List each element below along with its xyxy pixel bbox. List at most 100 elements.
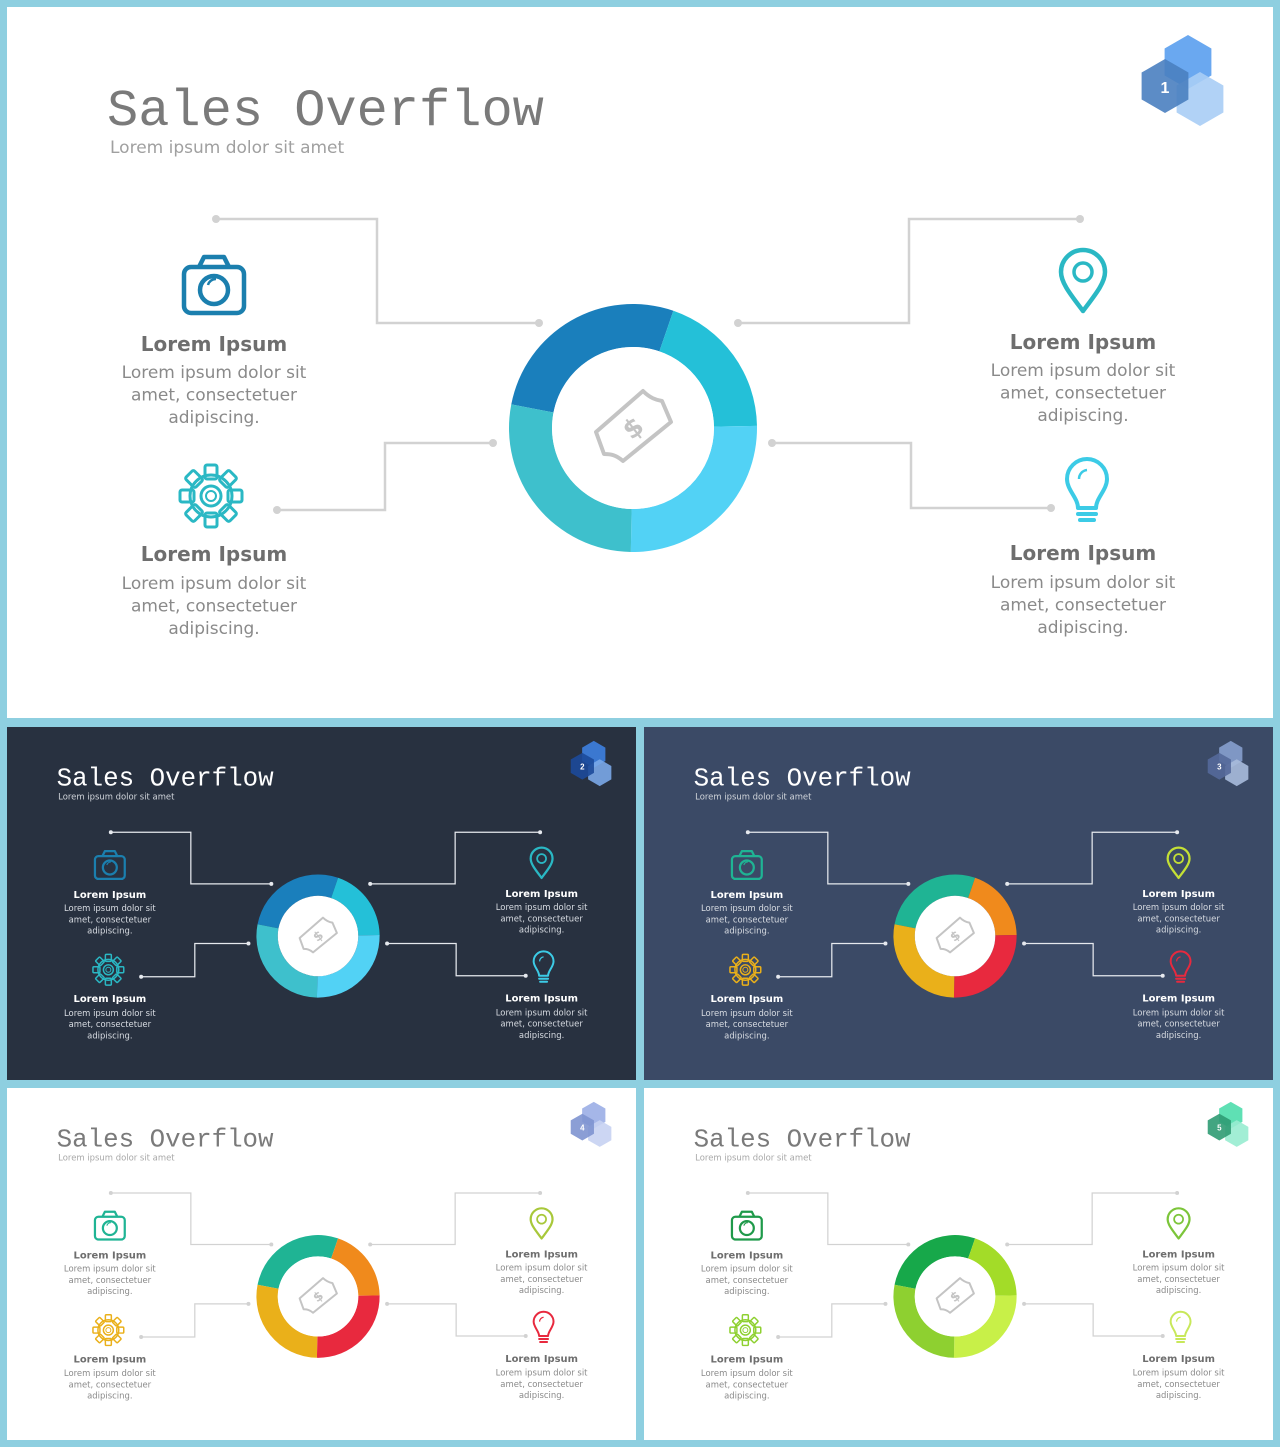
pin-icon [1166,846,1191,880]
ring-segment-3 [630,425,757,552]
ring-segment-2 [659,310,757,427]
connector-line-4 [387,942,526,977]
feature-description-line: amet, consectetuer [131,386,297,406]
slide-1: Sales Overflow Lorem ipsum dolor sit amet… [7,7,1273,718]
connector-line-2 [141,942,249,978]
slide-number-badge: 1 [1141,35,1224,126]
feature-description-line: amet, consectetuer [500,1379,583,1389]
feature-heading: Lorem Ipsum [74,1250,147,1261]
slide-number-badge: 4 [570,1101,612,1147]
connector-lines [108,830,543,979]
ring-segment-3 [953,1295,1017,1358]
feature-heading: Lorem Ipsum [1010,330,1156,354]
connector-dot [776,1335,781,1340]
connector-dot [523,1334,528,1339]
bulb-icon [1169,950,1192,983]
ring-segment-1 [894,874,976,929]
slide-5: Sales Overflow Lorem ipsum dolor sit amet… [644,1088,1273,1440]
feature-description-line: amet, consectetuer [706,1379,789,1389]
camera-icon [93,850,126,881]
slide-3-canvas: Sales Overflow Lorem ipsum dolor sit amet… [644,727,1273,1080]
feature-description-line: Lorem ipsum dolor sit [64,1368,157,1378]
feature-heading: Lorem Ipsum [1010,541,1156,565]
connector-line-2 [778,942,886,978]
feature-description-line: Lorem ipsum dolor sit [701,1264,794,1274]
connector-dot [1022,941,1027,946]
ring-segment-2 [968,1238,1017,1296]
feature-description-line: adipiscing. [168,408,259,428]
feature-heading: Lorem Ipsum [711,994,784,1005]
connector-line-3 [370,1192,541,1246]
connector-dot [538,1190,543,1195]
feature-heading: Lorem Ipsum [711,1354,784,1365]
donut-ring: $ [893,874,1017,998]
donut-center [552,347,714,509]
connector-dot [1160,973,1165,978]
donut-center [914,895,996,977]
connector-lines [108,1190,543,1340]
connector-dot [108,830,113,835]
donut-ring: $ [893,1235,1017,1358]
connector-dot [1160,1334,1165,1339]
connector-dot [212,215,220,223]
feature-heading: Lorem Ipsum [1142,994,1215,1005]
feature-description-line: Lorem ipsum dolor sit [122,363,307,383]
feature-description-line: adipiscing. [724,1390,769,1400]
gear-icon [92,1314,125,1347]
connector-dot [1047,504,1055,512]
connector-line-4 [1024,1303,1163,1337]
camera-icon [730,1210,763,1241]
connector-dot [1076,215,1084,223]
donut-ring: $ [256,1235,380,1358]
feature-description-line: adipiscing. [519,1285,564,1295]
feature-description-line: adipiscing. [1156,925,1201,935]
ring-segment-3 [316,934,380,998]
connector-dot [745,1190,750,1195]
ring-segment-4 [256,1284,318,1358]
feature-description-line: Lorem ipsum dolor sit [991,361,1176,381]
feature-description-line: Lorem ipsum dolor sit [701,1368,794,1378]
feature-description-line: adipiscing. [87,926,132,936]
ring-segment-3 [953,934,1017,998]
connector-dot [1175,1190,1180,1195]
pin-icon [1166,1207,1191,1240]
feature-description-line: Lorem ipsum dolor sit [64,1008,156,1018]
feature-description-line: adipiscing. [1156,1285,1201,1295]
ring-segment-4 [893,924,955,998]
feature-heading: Lorem Ipsum [141,332,287,356]
slide-title: Sales Overflow [694,765,911,794]
camera-icon [181,254,247,316]
ring-segment-1 [257,1235,339,1289]
connector-dot [1175,830,1180,835]
feature-item-4: Lorem Ipsum Lorem ipsum dolor sit amet, co… [1133,950,1225,1040]
gear-icon [729,1314,762,1347]
feature-description-line: adipiscing. [87,1030,132,1040]
feature-description-line: adipiscing. [1156,1390,1201,1400]
connector-lines [745,1190,1180,1340]
connector-line-1 [747,1192,909,1246]
donut-center [277,895,359,977]
feature-description-line: amet, consectetuer [500,1019,583,1029]
slide-number: 4 [580,1124,585,1133]
feature-heading: Lorem Ipsum [505,1354,578,1365]
connector-lines [212,215,1084,514]
feature-description-line: adipiscing. [1156,1030,1201,1040]
feature-description-line: Lorem ipsum dolor sit [1133,1007,1225,1017]
feature-description-line: Lorem ipsum dolor sit [701,903,793,913]
feature-description-line: amet, consectetuer [706,914,789,924]
ring-segment-1 [257,874,339,929]
feature-description-line: amet, consectetuer [1137,1019,1220,1029]
connector-line-4 [772,441,1051,510]
connector-dot [538,830,543,835]
feature-heading: Lorem Ipsum [505,889,578,900]
slide-subtitle: Lorem ipsum dolor sit amet [695,1152,812,1162]
camera-icon [93,1210,126,1241]
feature-description-line: Lorem ipsum dolor sit [496,902,588,912]
